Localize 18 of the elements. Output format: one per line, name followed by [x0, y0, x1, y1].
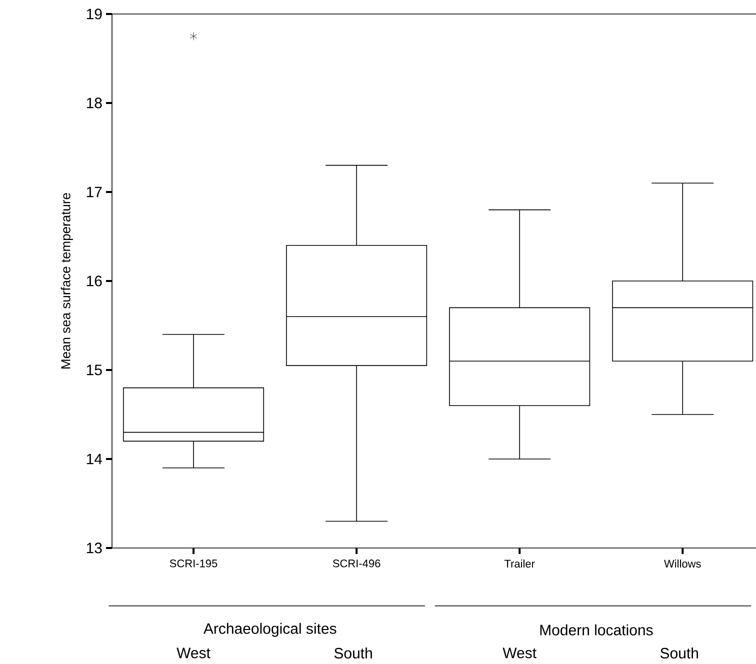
y-tick-label: 14 — [86, 454, 102, 464]
y-tick-label: 16 — [86, 276, 102, 286]
y-tick-label: 15 — [86, 364, 102, 376]
text: West — [176, 648, 210, 658]
y-axis-title: Mean sea surface temperature — [60, 193, 73, 368]
x-tick-label: Willows — [664, 560, 701, 568]
text: South — [660, 648, 698, 659]
y-tick-label: 18 — [86, 98, 102, 108]
y-tick-label: 13 — [86, 542, 102, 554]
x-tick-label: Trailer — [504, 560, 535, 568]
text: West — [502, 648, 536, 658]
y-tick-label: 19 — [86, 8, 102, 20]
x-tick-label: SCRI-496 — [332, 560, 380, 568]
text: Archaeological sites — [203, 622, 336, 637]
y-tick-label: 17 — [86, 186, 102, 198]
text: South — [334, 648, 372, 659]
text: Modern locations — [540, 624, 653, 636]
x-tick-label: SCRI-195 — [170, 560, 218, 568]
